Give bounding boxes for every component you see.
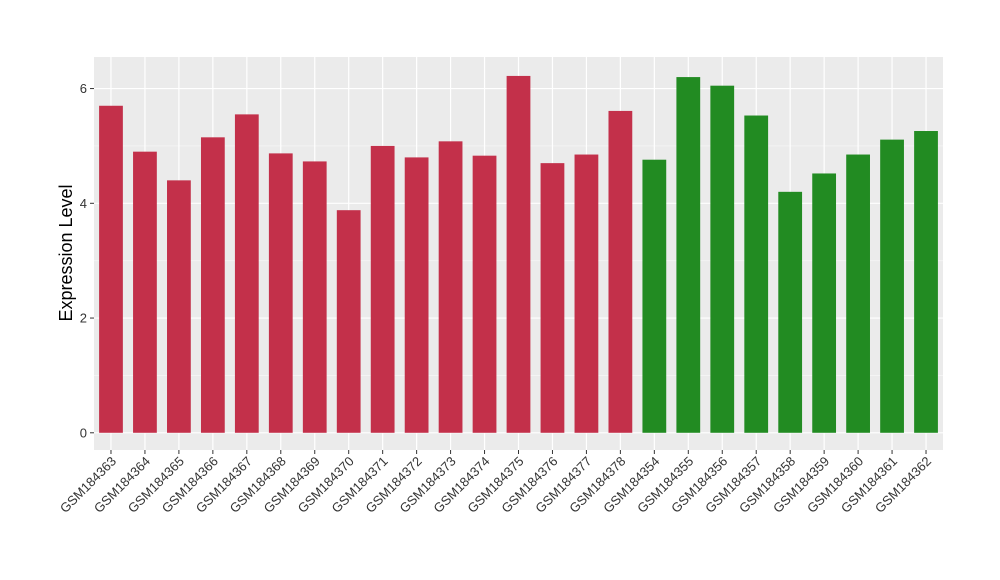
bar-GSM184368 xyxy=(268,153,293,433)
bar-GSM184365 xyxy=(167,180,191,433)
bar-GSM184371 xyxy=(370,145,395,433)
bar-GSM184377 xyxy=(574,154,599,433)
bar-GSM184358 xyxy=(778,191,803,433)
bar-GSM184378 xyxy=(608,110,633,433)
bar-GSM184367 xyxy=(234,114,259,433)
y-axis: 0 2 4 6 xyxy=(80,81,94,440)
y-tick-label: 0 xyxy=(80,425,87,440)
bar-GSM184373 xyxy=(438,141,463,433)
bar-GSM184366 xyxy=(200,137,225,433)
y-tick-label: 6 xyxy=(80,81,87,96)
bar-GSM184376 xyxy=(540,163,565,433)
bars xyxy=(99,75,938,433)
y-axis-title: Expression Level xyxy=(56,184,76,321)
bar-GSM184372 xyxy=(404,157,429,433)
y-tick-label: 4 xyxy=(80,196,87,211)
bar-GSM184354 xyxy=(642,159,667,433)
bar-GSM184375 xyxy=(506,75,531,433)
bar-GSM184360 xyxy=(846,154,870,433)
bar-GSM184357 xyxy=(744,115,769,433)
bar-GSM184369 xyxy=(302,161,327,433)
bar-GSM184370 xyxy=(336,210,361,433)
bar-GSM184361 xyxy=(880,139,904,433)
bar-GSM184359 xyxy=(812,173,837,433)
y-tick-label: 2 xyxy=(80,311,87,326)
bar-GSM184364 xyxy=(133,151,157,433)
bar-GSM184356 xyxy=(710,85,735,433)
bar-GSM184362 xyxy=(914,131,938,433)
bar-GSM184374 xyxy=(472,155,497,433)
bar-GSM184355 xyxy=(676,77,701,433)
bar-GSM184363 xyxy=(99,105,123,433)
